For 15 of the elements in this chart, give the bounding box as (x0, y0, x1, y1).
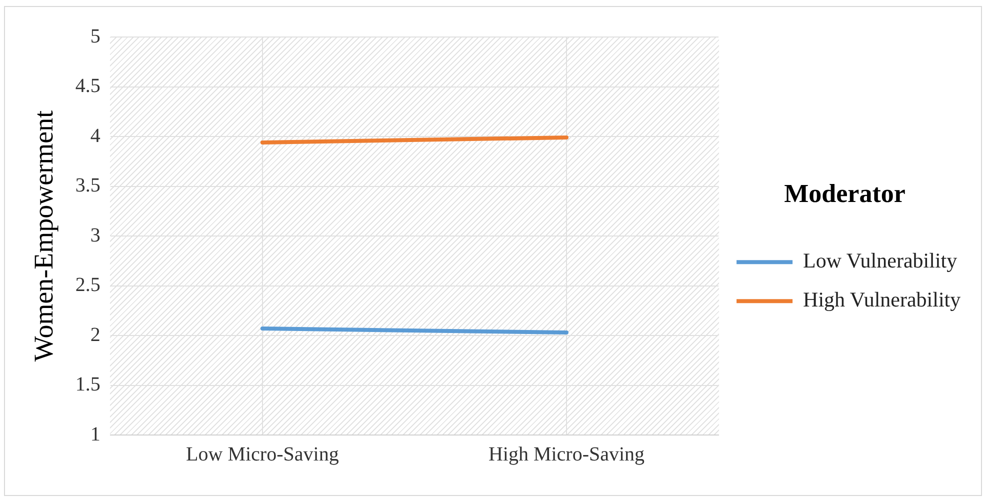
y-tick-label: 4 (90, 124, 100, 147)
legend-title: Moderator (784, 179, 906, 208)
y-tick-label: 3 (90, 224, 100, 246)
y-tick-label: 1.5 (75, 374, 100, 396)
legend-label: High Vulnerability (803, 288, 962, 312)
legend-label: Low Vulnerability (803, 248, 958, 273)
y-tick-label: 1 (90, 423, 100, 446)
y-tick-label: 5 (90, 25, 100, 48)
y-axis-title: Women-Empowerment (28, 110, 58, 362)
y-tick-label: 4.5 (75, 75, 100, 97)
y-tick-label: 3.5 (75, 174, 100, 196)
x-tick-label: Low Micro-Saving (186, 443, 339, 466)
y-tick-label: 2 (90, 324, 100, 346)
x-tick-label: High Micro-Saving (488, 443, 645, 466)
y-tick-label: 2.5 (75, 274, 100, 296)
